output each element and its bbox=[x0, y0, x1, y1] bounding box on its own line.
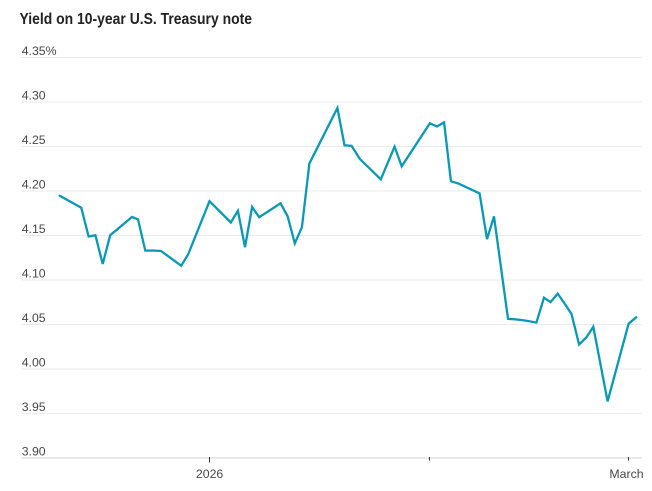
svg-text:4.05: 4.05 bbox=[22, 311, 46, 325]
svg-text:4.20: 4.20 bbox=[22, 178, 46, 192]
svg-text:4.10: 4.10 bbox=[22, 267, 46, 281]
svg-text:4.30: 4.30 bbox=[22, 89, 46, 103]
svg-text:2026: 2026 bbox=[196, 467, 224, 481]
svg-text:4.00: 4.00 bbox=[22, 356, 46, 370]
svg-text:3.95: 3.95 bbox=[22, 400, 46, 414]
svg-text:Yield on 10-year U.S. Treasury: Yield on 10-year U.S. Treasury note bbox=[20, 11, 253, 28]
svg-text:4.25: 4.25 bbox=[22, 133, 46, 147]
svg-text:4.35%: 4.35% bbox=[22, 44, 57, 58]
svg-text:4.15: 4.15 bbox=[22, 222, 46, 236]
svg-text:3.90: 3.90 bbox=[22, 445, 46, 459]
svg-text:March: March bbox=[609, 467, 643, 481]
